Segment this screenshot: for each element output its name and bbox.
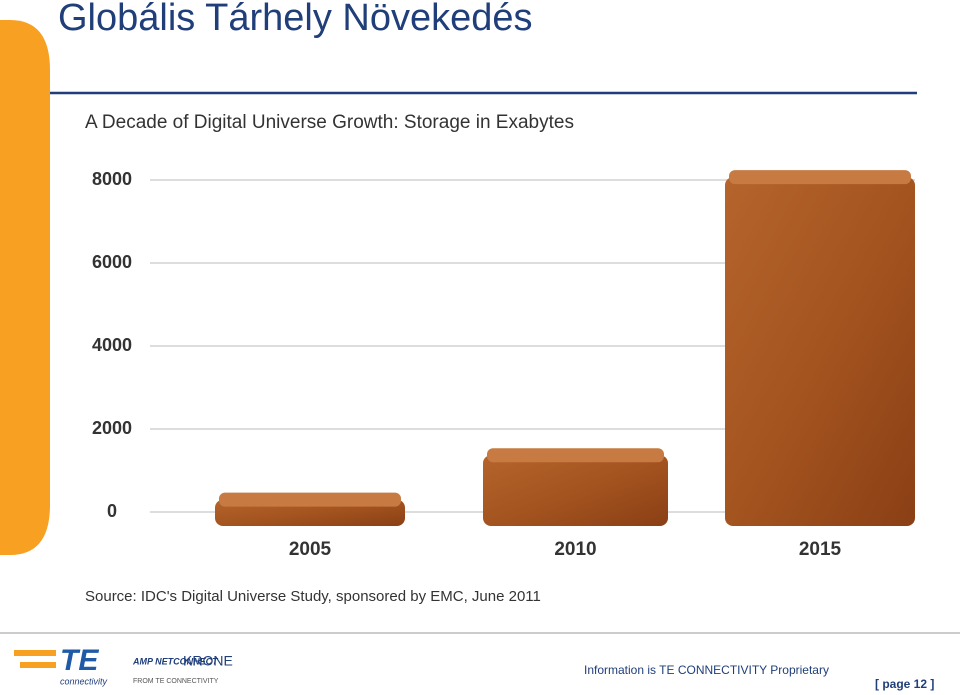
y-tick-label: 2000 (92, 418, 132, 438)
logo-te-sub: connectivity (60, 676, 108, 686)
footer-notice: Information is TE CONNECTIVITY Proprieta… (584, 663, 829, 677)
bar-top (219, 492, 401, 507)
bar (483, 455, 668, 526)
bar-top (487, 448, 664, 463)
y-tick-label: 4000 (92, 335, 132, 355)
logo-te: TE (60, 644, 99, 677)
logo-krone: KRONE (183, 653, 233, 669)
bar (725, 177, 915, 526)
x-tick-label: 2015 (799, 539, 842, 560)
page-number: [ page 12 ] (875, 677, 934, 691)
chart-source: Source: IDC's Digital Universe Study, sp… (85, 588, 541, 605)
chart-title: A Decade of Digital Universe Growth: Sto… (85, 112, 574, 133)
logo-krone-sub: FROM TE CONNECTIVITY (133, 678, 219, 685)
slide-title: Globális Tárhely Növekedés (58, 0, 533, 39)
bar-top (729, 170, 911, 185)
logo-amp: AMP NETCONNECT (132, 656, 219, 666)
y-tick-label: 6000 (92, 252, 132, 272)
logo-stripe (20, 662, 56, 668)
y-tick-label: 8000 (92, 169, 132, 189)
y-tick-label: 0 (107, 501, 117, 521)
side-band (0, 20, 50, 555)
x-tick-label: 2005 (289, 539, 332, 560)
x-tick-label: 2010 (554, 539, 596, 560)
logo-stripe (14, 650, 56, 656)
